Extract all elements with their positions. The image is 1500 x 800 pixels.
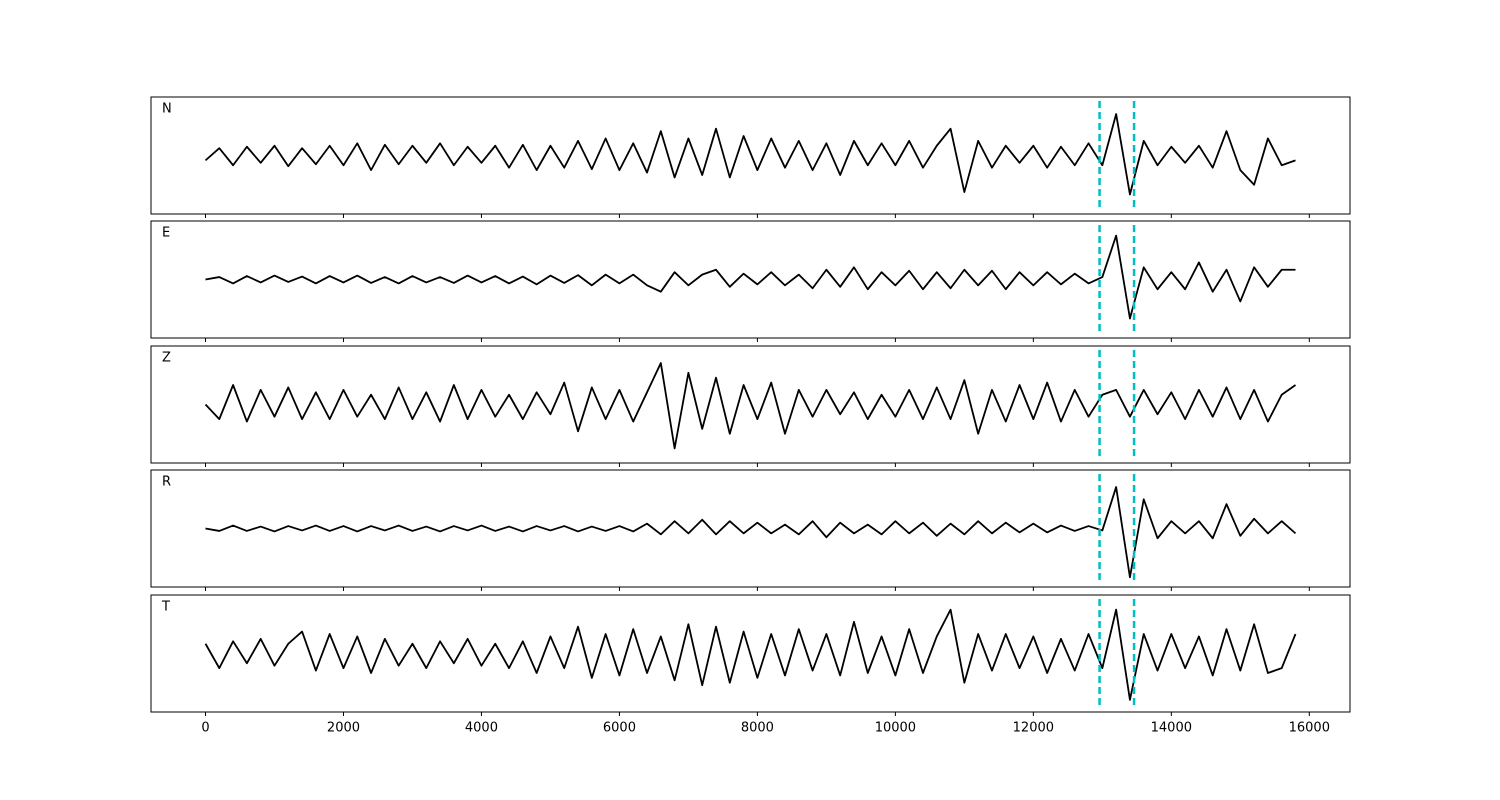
x-tick-label: 6000: [603, 721, 636, 736]
panel-label: T: [161, 600, 170, 615]
waveform: [205, 486, 1297, 579]
x-tick-label: 8000: [741, 721, 774, 736]
x-tick-label: 16000: [1289, 721, 1330, 736]
panel-frame: [150, 345, 1351, 464]
panel-label: E: [162, 226, 170, 241]
x-tick-label: 0: [201, 721, 209, 736]
x-tick-label: 10000: [875, 721, 916, 736]
panel-frame: [150, 594, 1351, 713]
panel-frame: [150, 220, 1351, 339]
waveform: [204, 362, 1297, 450]
panel-label: N: [162, 102, 172, 117]
x-tick-label: 2000: [327, 721, 360, 736]
panel-frame: [150, 96, 1351, 215]
x-tick-label: 12000: [1013, 721, 1054, 736]
x-tick-label: 14000: [1151, 721, 1192, 736]
panel-label: Z: [162, 351, 171, 366]
waveform: [205, 234, 1296, 320]
panel-label: R: [162, 475, 171, 490]
x-tick-label: 4000: [465, 721, 498, 736]
panel-frame: [150, 469, 1351, 588]
waveform: [204, 113, 1296, 196]
waveform: [204, 608, 1297, 701]
